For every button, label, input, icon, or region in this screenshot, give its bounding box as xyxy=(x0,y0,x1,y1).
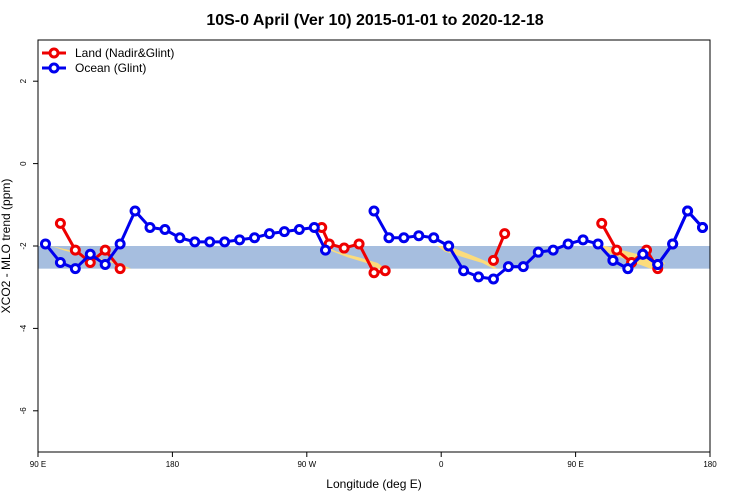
chart-title: 10S-0 April (Ver 10) 2015-01-01 to 2020-… xyxy=(206,12,543,29)
y-tick-label: -2 xyxy=(19,242,28,250)
series-point xyxy=(562,238,574,250)
series-point xyxy=(592,238,604,250)
series-point xyxy=(487,273,499,285)
series-point xyxy=(652,259,664,271)
series-point xyxy=(368,205,380,217)
series-point xyxy=(114,263,126,275)
series-point xyxy=(263,228,275,240)
series-point xyxy=(319,244,331,256)
series-point xyxy=(499,228,511,240)
series-point xyxy=(413,230,425,242)
x-tick-label: 90 E xyxy=(30,460,46,469)
series-point xyxy=(99,259,111,271)
series-point xyxy=(577,234,589,246)
series-point xyxy=(249,232,261,244)
series-point xyxy=(697,221,709,233)
series-point xyxy=(114,238,126,250)
legend-label: Land (Nadir&Glint) xyxy=(75,46,174,60)
x-tick-label: 90 W xyxy=(297,460,316,469)
y-axis-label: XCO2 - MLO trend (ppm) xyxy=(0,179,13,314)
series-point xyxy=(458,265,470,277)
series-point xyxy=(99,244,111,256)
legend-marker xyxy=(48,47,60,59)
legend-label: Ocean (Glint) xyxy=(75,61,146,75)
x-axis-label: Longitude (deg E) xyxy=(326,477,421,491)
series-point xyxy=(622,263,634,275)
series-point xyxy=(611,244,623,256)
series-point xyxy=(189,236,201,248)
series-point xyxy=(353,238,365,250)
legend: Land (Nadir&Glint)Ocean (Glint) xyxy=(42,46,174,75)
series-point xyxy=(129,205,141,217)
series-point xyxy=(219,236,231,248)
series-point xyxy=(682,205,694,217)
series-point xyxy=(487,254,499,266)
y-tick-label: -4 xyxy=(19,324,28,332)
series-point xyxy=(517,261,529,273)
y-tick-label: -6 xyxy=(19,407,28,415)
series-point xyxy=(338,242,350,254)
series-point xyxy=(144,221,156,233)
series-point xyxy=(54,217,66,229)
series-point xyxy=(667,238,679,250)
x-tick-label: 180 xyxy=(703,460,717,469)
series-point xyxy=(278,226,290,238)
series-point xyxy=(398,232,410,244)
land-patch xyxy=(590,246,666,269)
series-point xyxy=(502,261,514,273)
legend-marker xyxy=(48,62,60,74)
series-point xyxy=(368,267,380,279)
series-point xyxy=(54,256,66,268)
series-point xyxy=(234,234,246,246)
series-point xyxy=(607,254,619,266)
series-point xyxy=(428,232,440,244)
y-tick-label: 2 xyxy=(19,78,28,83)
series-layer xyxy=(39,205,709,285)
series-point xyxy=(69,263,81,275)
series-point xyxy=(473,271,485,283)
series-point xyxy=(174,232,186,244)
series-point xyxy=(596,217,608,229)
series-point xyxy=(293,224,305,236)
series-point xyxy=(547,244,559,256)
series-point xyxy=(204,236,216,248)
series-point xyxy=(308,221,320,233)
series-point xyxy=(383,232,395,244)
series-point xyxy=(443,240,455,252)
x-tick-label: 90 E xyxy=(567,460,583,469)
x-tick-label: 0 xyxy=(439,460,444,469)
series-point xyxy=(84,248,96,260)
series-point xyxy=(379,265,391,277)
series-point xyxy=(39,238,51,250)
series-point xyxy=(69,244,81,256)
x-tick-label: 180 xyxy=(166,460,180,469)
y-tick-label: 0 xyxy=(19,161,28,166)
series-point xyxy=(159,224,171,236)
series-point xyxy=(532,246,544,258)
x-axis-ticks: 90 E 180 90 W 0 90 E 180 xyxy=(30,452,717,469)
y-axis-ticks: 2 0 -2 -4 -6 xyxy=(19,78,38,414)
series-point xyxy=(637,248,649,260)
